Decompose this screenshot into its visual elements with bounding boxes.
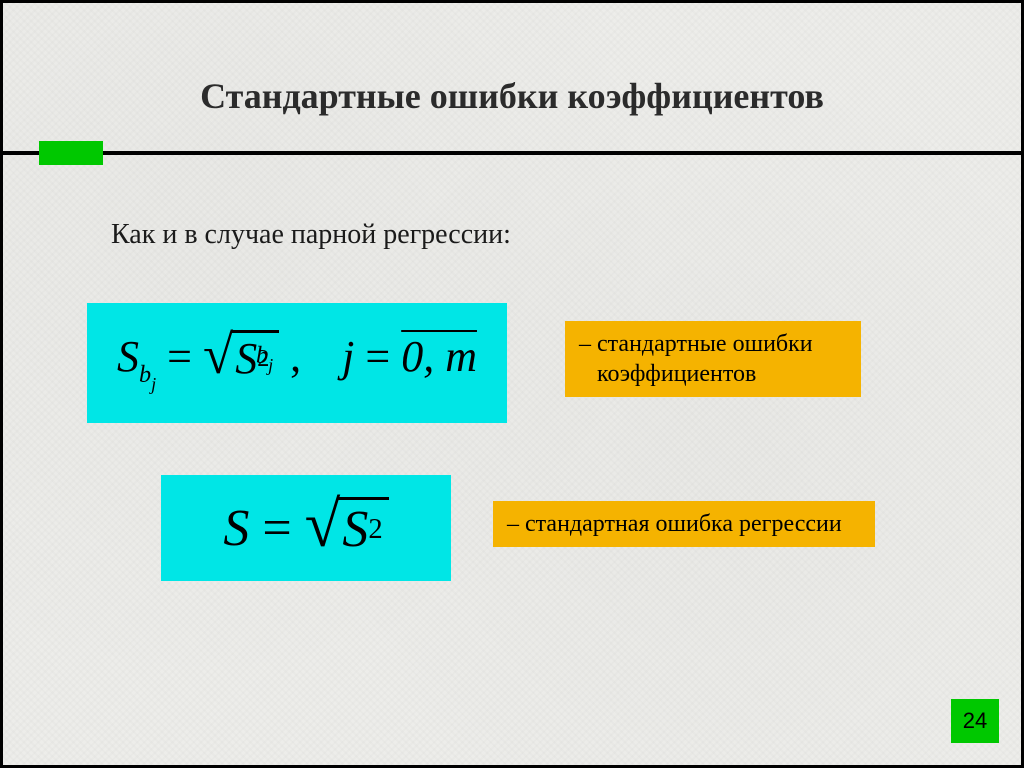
intro-text: Как и в случае парной регрессии: (111, 219, 511, 251)
accent-square (39, 141, 103, 165)
sym-sub-b: bj (256, 342, 273, 376)
radical-icon: √ (203, 332, 233, 386)
radical-icon: √ (305, 498, 341, 560)
divider-line (3, 151, 1021, 155)
math-expression: Sbj = √ S2bj , j = 0, m (117, 330, 477, 395)
slide-title: Стандартные ошибки коэффициентов (3, 75, 1021, 117)
sym-equals: = (167, 332, 203, 381)
sqrt: √ S2bj (203, 330, 279, 384)
range-text: 0, m (401, 332, 477, 381)
sym-S: S (223, 500, 249, 557)
sym-subsub-j: j (268, 355, 273, 375)
sym-sup-2: 2 (368, 514, 382, 546)
sym-j: j (342, 332, 354, 381)
sym-equals: = (365, 332, 401, 381)
label-prefix: – (507, 511, 525, 537)
divider-rule (3, 151, 1021, 155)
sym-equals: = (262, 500, 304, 557)
slide: Стандартные ошибки коэффициентов Как и в… (0, 0, 1024, 768)
sym-S: S (235, 333, 257, 384)
radicand: S2 (338, 497, 388, 559)
sym-comma: , (290, 332, 309, 381)
label-coefficient-se: – стандартные ошибки коэффициентов (565, 321, 861, 397)
sqrt: √ S2 (305, 497, 389, 559)
label-text: стандартная ошибка регрессии (525, 511, 842, 537)
formula-coefficient-se: Sbj = √ S2bj , j = 0, m (87, 303, 507, 423)
label-line1: стандартные ошибки (597, 331, 813, 357)
label-line2: коэффициентов (597, 361, 756, 387)
sym-S: S (117, 332, 139, 381)
sym-S: S (342, 500, 368, 559)
page-number: 24 (951, 699, 999, 743)
label-prefix: – (579, 331, 597, 357)
radicand: S2bj (231, 330, 279, 384)
label-regression-se: – стандартная ошибка регрессии (493, 501, 875, 547)
sym-subsub-j: j (151, 375, 156, 395)
formula-regression-se: S = √ S2 (161, 475, 451, 581)
sym-sub-b: bj (139, 361, 156, 388)
sym-range: 0, m (401, 332, 477, 381)
math-expression: S = √ S2 (223, 497, 388, 559)
